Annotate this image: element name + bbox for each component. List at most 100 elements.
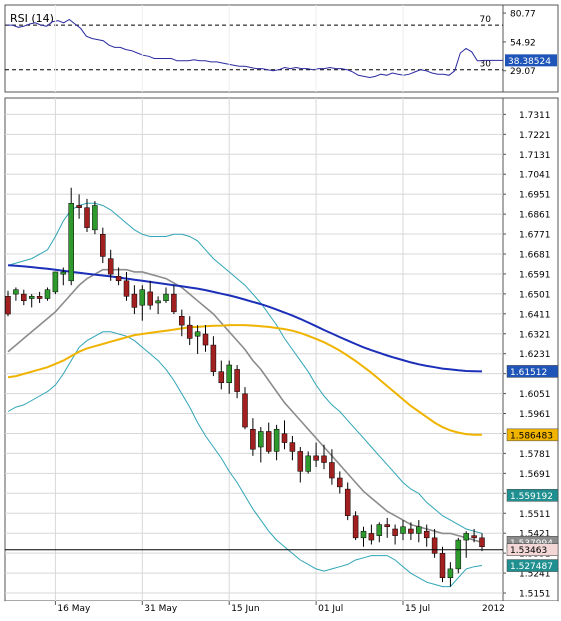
candle — [392, 524, 398, 545]
candle — [13, 287, 19, 301]
x-axis-area — [5, 601, 558, 615]
rsi-last-value: 38.38524 — [483, 54, 557, 67]
candle — [352, 511, 359, 541]
candle-body — [36, 296, 43, 299]
candle-body — [234, 369, 240, 392]
candle-body — [84, 207, 90, 228]
price-badge-box — [506, 428, 559, 442]
price-tick-label: 1.6681 — [519, 250, 551, 260]
price-tick-label: 1.7221 — [519, 131, 551, 141]
candle — [376, 522, 383, 543]
price-tick-label: 1.5511 — [519, 510, 551, 520]
candle — [258, 427, 264, 463]
candle — [5, 290, 11, 317]
price-tick-label: 1.5691 — [519, 470, 551, 480]
candle — [321, 444, 327, 470]
candle — [337, 471, 343, 494]
candle — [44, 287, 51, 301]
candle-body — [392, 528, 398, 536]
price-tick-label: 1.7041 — [519, 171, 551, 181]
price-tick-label: 1.6861 — [519, 211, 551, 221]
candle-body — [344, 488, 351, 516]
rsi-axis-area — [502, 4, 559, 93]
candle-body — [186, 324, 193, 339]
price-tick-label: 1.7131 — [519, 151, 551, 161]
price-tick-label: 1.6591 — [519, 270, 551, 280]
candle-body — [100, 234, 106, 257]
rsi-line — [7, 18, 483, 79]
candle — [423, 524, 430, 547]
candle — [84, 198, 90, 233]
price-badge: 1.559192 — [506, 489, 559, 502]
rsi-last-label: 38.38524 — [508, 57, 551, 67]
price-tick-label: 1.5961 — [519, 410, 551, 420]
candle — [194, 325, 201, 354]
candle — [68, 187, 74, 286]
candle-body — [384, 524, 390, 528]
candle-body — [447, 568, 454, 578]
candle — [21, 289, 27, 306]
candle-body — [368, 533, 375, 541]
rsi-last-badge — [505, 54, 557, 67]
candle — [416, 520, 422, 543]
candle — [131, 285, 138, 315]
candle — [115, 267, 122, 286]
candle — [313, 442, 319, 467]
candle-body — [139, 289, 146, 306]
candle — [431, 528, 438, 558]
candle-body — [202, 333, 209, 346]
price-tick-label: 1.5151 — [519, 590, 551, 600]
price-tick-label: 1.5781 — [519, 450, 551, 460]
candle-body — [250, 429, 256, 450]
price-badge: 1.61512 — [506, 365, 559, 378]
price-tick-label: 1.5241 — [519, 570, 551, 580]
candle — [226, 360, 232, 394]
price-tick-label: 1.6411 — [519, 310, 551, 320]
candle — [344, 482, 351, 521]
rsi-panel: RSI (14) 70 30 80.77 54.92 29.07 38.38524 — [4, 4, 559, 93]
price-tick-label: 1.6771 — [519, 231, 551, 241]
candle-body — [313, 455, 319, 461]
overlay-line-4 — [7, 264, 483, 373]
candle-body — [329, 462, 335, 479]
candle-body — [305, 455, 311, 472]
candle-body — [44, 289, 51, 299]
candlesticks — [5, 187, 485, 587]
rsi-series — [7, 18, 483, 79]
rsi-tick-label: 29.07 — [510, 67, 536, 77]
candle-body — [123, 280, 130, 297]
rsi-plot-area — [4, 4, 504, 93]
overlay-line-3 — [7, 324, 482, 436]
candle — [455, 537, 462, 574]
candle-body — [76, 205, 82, 208]
price-badge-label: 1.61512 — [510, 368, 547, 378]
candle-body — [431, 537, 438, 554]
candle — [139, 285, 146, 321]
candle-body — [321, 455, 327, 463]
price-badge-box — [506, 365, 559, 378]
candle-body — [439, 553, 446, 578]
x-tick-label: 15 Jun — [231, 604, 259, 614]
x-tick-label: 15 Jul — [405, 604, 430, 614]
price-plot-area — [4, 97, 504, 602]
rsi-title: RSI (14) — [10, 12, 54, 25]
candle — [100, 227, 106, 264]
candle-body — [352, 515, 359, 539]
overlay-line-2 — [7, 331, 483, 588]
candle-body — [21, 293, 27, 302]
candle-body — [92, 205, 98, 231]
rsi-level-label: 30 — [480, 60, 492, 70]
candle-body — [28, 296, 35, 299]
overlay-series — [7, 202, 483, 588]
candle — [107, 249, 114, 281]
candle-body — [400, 526, 406, 534]
rsi-tick-label: 80.77 — [510, 10, 536, 20]
candle — [329, 449, 335, 485]
price-tick-label: 1.6951 — [519, 191, 551, 201]
candle-body — [218, 371, 225, 383]
candle — [123, 271, 130, 301]
candle-body — [273, 429, 280, 452]
price-badge-label: 1.559192 — [510, 492, 553, 502]
candle — [305, 451, 311, 474]
candle — [479, 533, 485, 552]
